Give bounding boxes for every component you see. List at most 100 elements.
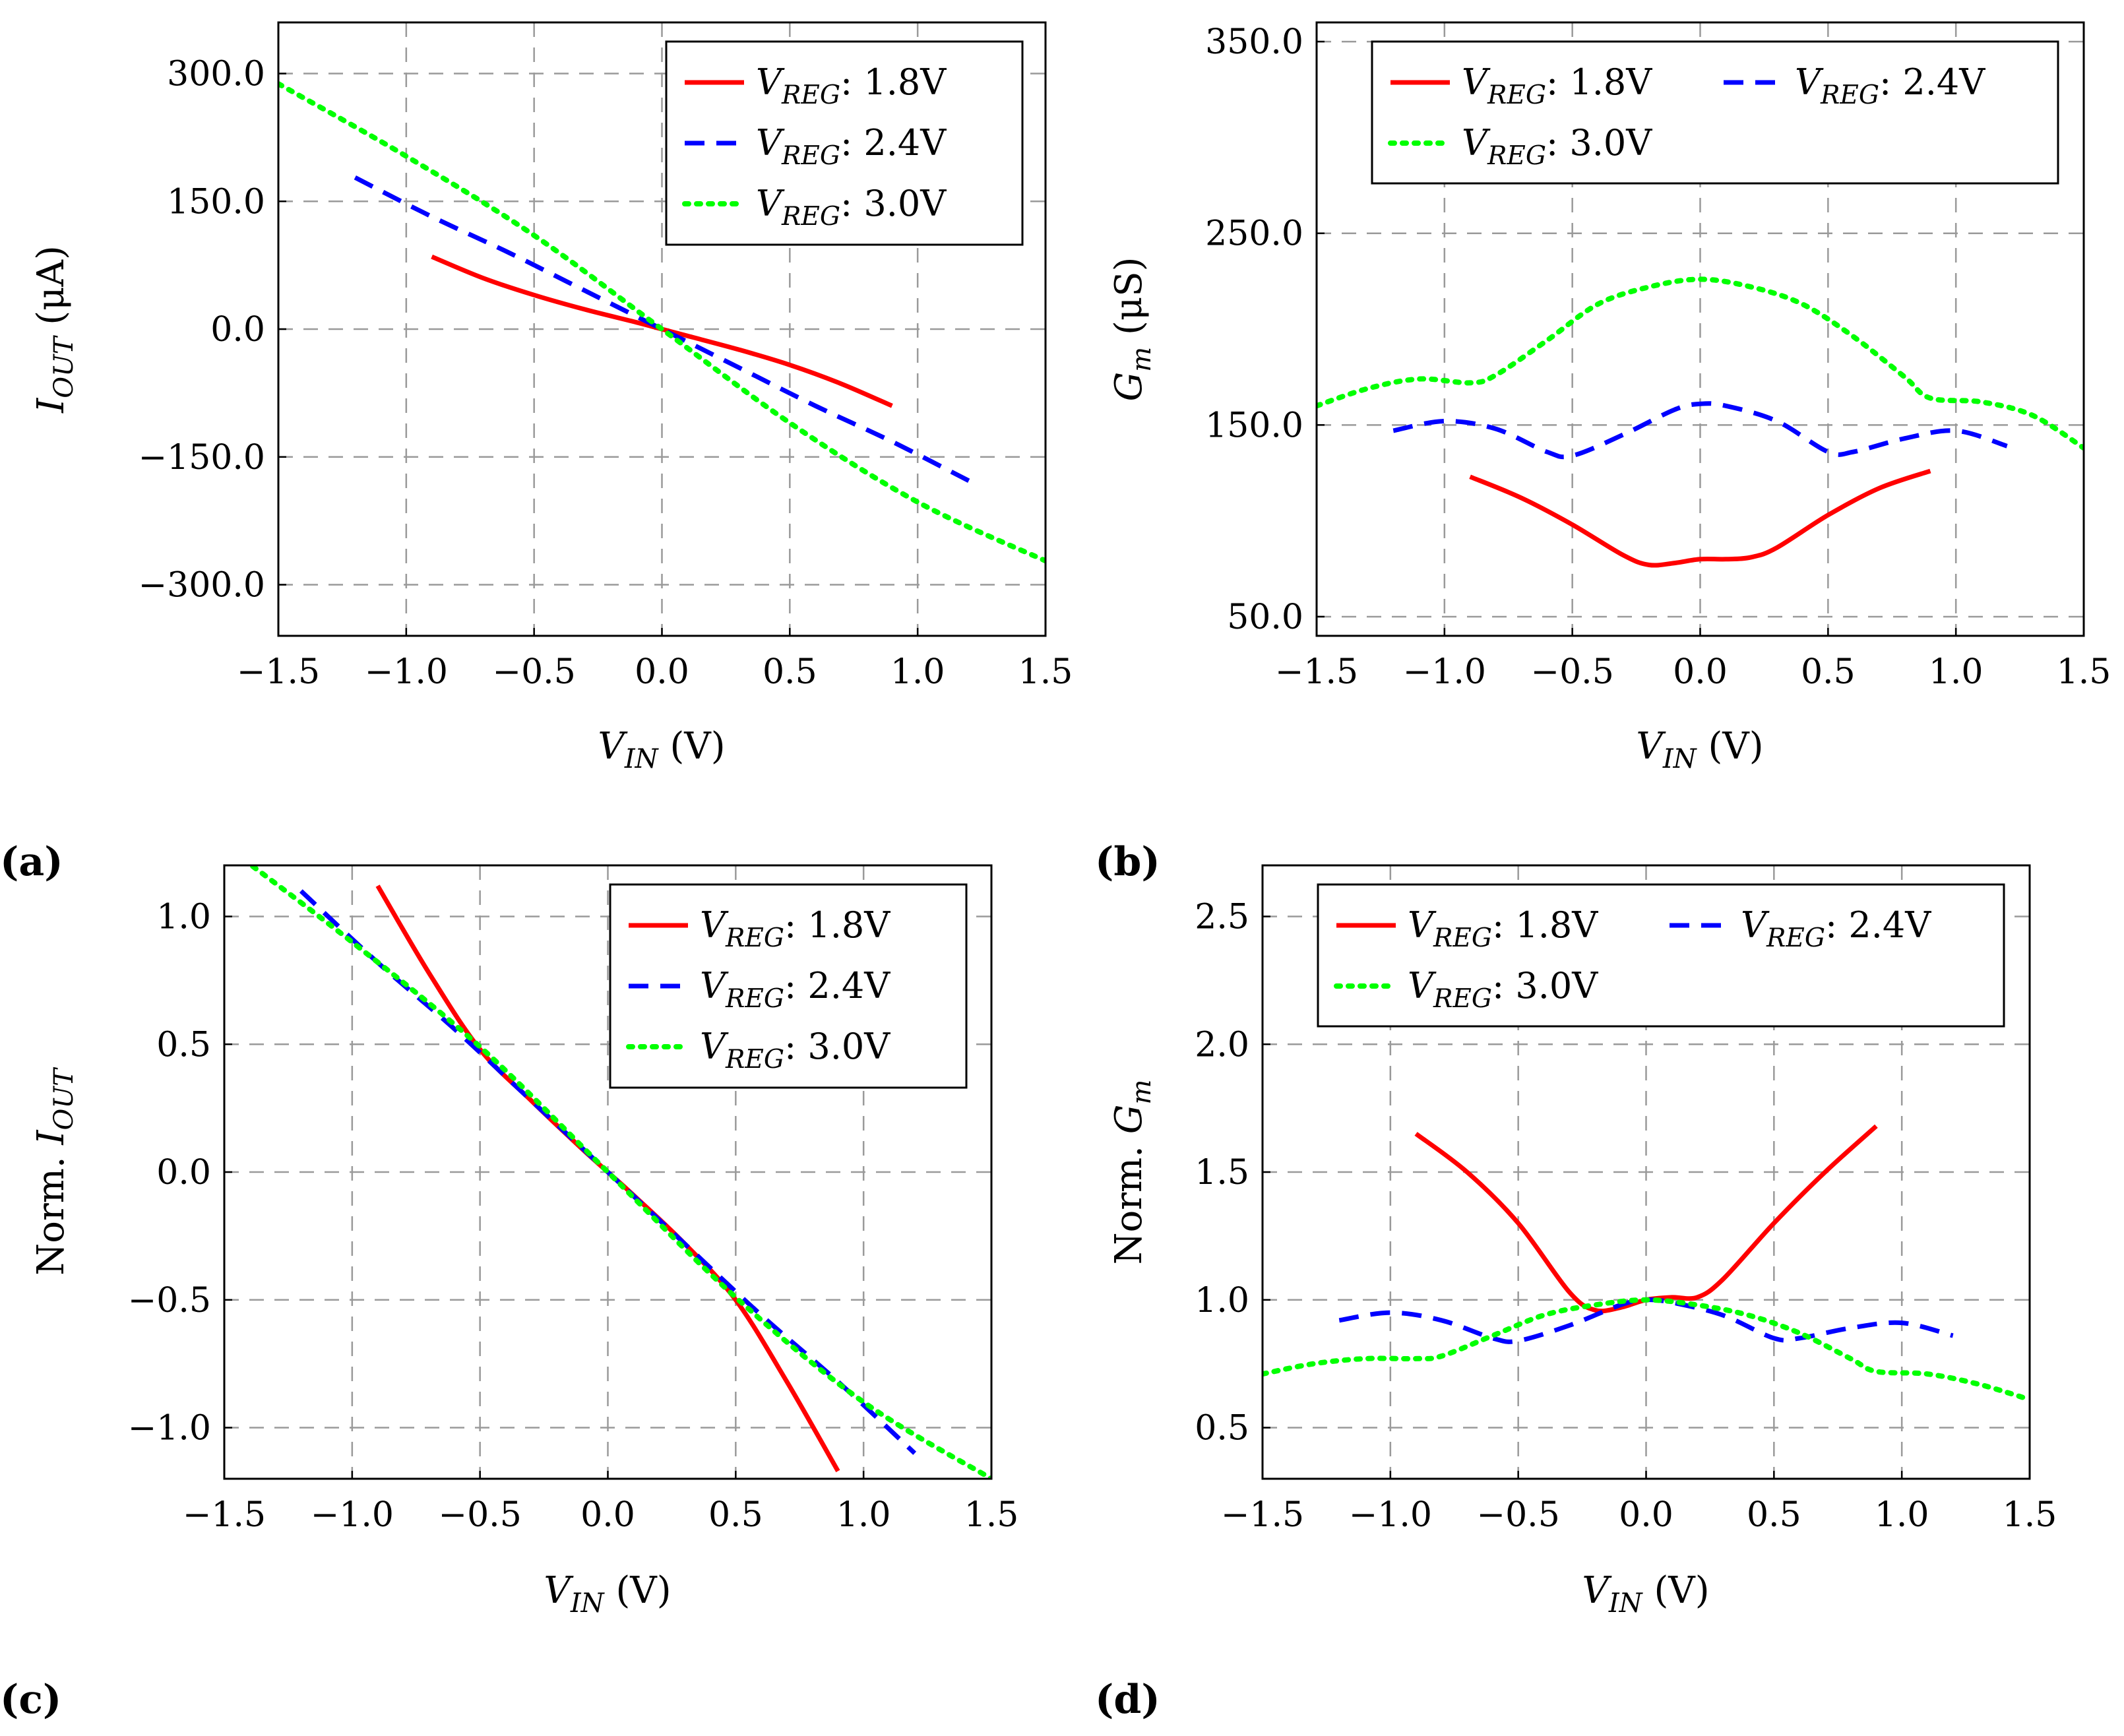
x-tick-label: 0.0 bbox=[580, 1495, 635, 1535]
series-line-3 bbox=[278, 81, 1046, 564]
y-tick-label: 0.5 bbox=[1195, 1409, 1249, 1448]
plot-series bbox=[247, 865, 991, 1479]
y-tick-label: 0.0 bbox=[156, 1153, 211, 1193]
legend-label: VREG: 1.8V bbox=[1408, 904, 1598, 953]
x-tick-label: 1.5 bbox=[2003, 1495, 2057, 1535]
x-tick-label: 1.0 bbox=[1875, 1495, 1929, 1535]
chart-panel-c: −1.5 −1.0 −0.5 0.0 0.5 1.0 1.5 −1.0 −0.5 0.0 0.5 1… bbox=[0, 864, 1018, 1723]
x-tick-label: 0.5 bbox=[1801, 652, 1856, 692]
y-axis-label: Gm (μS) bbox=[1108, 257, 1157, 402]
legend-label: VREG: 2.4V bbox=[1741, 904, 1931, 953]
legend-box bbox=[1317, 883, 2005, 1028]
y-tick-label: 1.0 bbox=[1195, 1281, 1249, 1320]
x-tick-label: 0.0 bbox=[1619, 1495, 1673, 1535]
y-tick-label: 1.5 bbox=[1195, 1153, 1249, 1193]
x-tick-label: −1.5 bbox=[1221, 1495, 1304, 1535]
x-tick-label: 1.0 bbox=[836, 1495, 891, 1535]
plot-series bbox=[278, 81, 1046, 564]
y-tick-label: 350.0 bbox=[1205, 22, 1303, 62]
y-axis-label: IOUT (μA) bbox=[30, 245, 79, 414]
panel-label: (b) bbox=[1095, 839, 1160, 885]
y-tick-label: 0.5 bbox=[156, 1025, 211, 1065]
legend-label: VREG: 1.8V bbox=[756, 61, 947, 110]
legend: VREG: 1.8V VREG: 2.4V VREG: 3.0V bbox=[665, 40, 1024, 246]
y-tick-label: −150.0 bbox=[139, 438, 265, 478]
x-tick-label: 0.5 bbox=[763, 652, 817, 692]
y-tick-label: 150.0 bbox=[1205, 406, 1303, 445]
x-tick-label: −1.0 bbox=[1349, 1495, 1432, 1535]
x-tick-label: −0.5 bbox=[1531, 652, 1614, 692]
legend-label: VREG: 2.4V bbox=[700, 965, 890, 1014]
x-tick-label: 0.0 bbox=[635, 652, 689, 692]
chart-panel-b: −1.5 −1.0 −0.5 0.0 0.5 1.0 1.5 50.0 150.0 250.0 3… bbox=[1095, 21, 2111, 885]
series-line-3 bbox=[247, 865, 991, 1479]
legend-box bbox=[1371, 40, 2059, 185]
x-tick-labels: −1.5 −1.0 −0.5 0.0 0.5 1.0 1.5 bbox=[237, 652, 1073, 692]
x-tick-label: −0.5 bbox=[493, 652, 576, 692]
y-tick-label: −300.0 bbox=[139, 566, 265, 605]
x-tick-label: −1.0 bbox=[311, 1495, 394, 1535]
x-tick-label: 0.5 bbox=[1747, 1495, 1801, 1535]
y-tick-label: 2.5 bbox=[1195, 898, 1249, 937]
panel-label: (a) bbox=[0, 839, 63, 885]
x-tick-label: −1.0 bbox=[1403, 652, 1486, 692]
x-tick-label: 1.0 bbox=[1929, 652, 1983, 692]
plot-frame bbox=[277, 21, 1047, 637]
x-tick-label: −1.5 bbox=[1275, 652, 1358, 692]
plot-series bbox=[1263, 1124, 2030, 1402]
panel-label: (c) bbox=[0, 1677, 61, 1723]
legend-label: VREG: 2.4V bbox=[756, 122, 947, 171]
x-tick-label: 1.5 bbox=[2057, 652, 2111, 692]
y-tick-labels: 0.5 1.0 1.5 2.0 2.5 bbox=[1195, 898, 1249, 1448]
x-axis-label: VIN (V) bbox=[544, 1569, 671, 1619]
x-tick-label: −1.5 bbox=[237, 652, 320, 692]
x-tick-label: −1.0 bbox=[365, 652, 448, 692]
x-tick-label: −0.5 bbox=[1477, 1495, 1560, 1535]
plot-frame bbox=[1261, 864, 2031, 1480]
series-line-3 bbox=[1263, 1297, 2030, 1402]
legend-label: VREG: 3.0V bbox=[1462, 122, 1652, 171]
y-tick-label: 2.0 bbox=[1195, 1025, 1249, 1065]
legend-label: VREG: 3.0V bbox=[1408, 965, 1598, 1014]
y-tick-label: 0.0 bbox=[210, 310, 265, 350]
legend-label: VREG: 1.8V bbox=[700, 904, 890, 953]
series-line-1 bbox=[1469, 468, 1931, 568]
legend: VREG: 1.8V VREG: 2.4V VREG: 3.0V bbox=[609, 883, 968, 1089]
y-axis-label: Norm. IOUT bbox=[30, 1067, 79, 1276]
x-tick-label: 0.5 bbox=[708, 1495, 763, 1535]
series-line-2 bbox=[1392, 401, 2008, 460]
y-tick-label: −0.5 bbox=[128, 1281, 211, 1320]
y-tick-label: 150.0 bbox=[167, 182, 265, 222]
x-axis-label: VIN (V) bbox=[1636, 725, 1763, 774]
legend-label: VREG: 2.4V bbox=[1795, 61, 1985, 110]
x-tick-labels: −1.5 −1.0 −0.5 0.0 0.5 1.0 1.5 bbox=[1221, 1495, 2057, 1535]
plot-frame bbox=[1315, 21, 2085, 637]
legend-label: VREG: 3.0V bbox=[756, 183, 947, 232]
x-tick-label: −0.5 bbox=[439, 1495, 522, 1535]
y-tick-label: 300.0 bbox=[167, 55, 265, 94]
y-tick-labels: −300.0 −150.0 0.0 150.0 300.0 bbox=[139, 55, 265, 605]
y-tick-label: −1.0 bbox=[128, 1409, 211, 1448]
x-tick-label: 1.5 bbox=[1018, 652, 1073, 692]
y-tick-label: 1.0 bbox=[156, 898, 211, 937]
y-tick-labels: −1.0 −0.5 0.0 0.5 1.0 bbox=[128, 898, 211, 1448]
plot-series bbox=[1317, 276, 2084, 568]
x-tick-label: 0.0 bbox=[1673, 652, 1728, 692]
x-axis-label: VIN (V) bbox=[1582, 1569, 1709, 1619]
legend-label: VREG: 1.8V bbox=[1462, 61, 1652, 110]
panel-label: (d) bbox=[1095, 1677, 1160, 1723]
chart-panel-d: −1.5 −1.0 −0.5 0.0 0.5 1.0 1.5 0.5 1.0 1.5 2.0 2.5… bbox=[1095, 864, 2057, 1723]
y-tick-label: 50.0 bbox=[1227, 598, 1303, 637]
series-line-2 bbox=[354, 175, 970, 483]
x-tick-labels: −1.5 −1.0 −0.5 0.0 0.5 1.0 1.5 bbox=[1275, 652, 2111, 692]
x-tick-labels: −1.5 −1.0 −0.5 0.0 0.5 1.0 1.5 bbox=[183, 1495, 1018, 1535]
y-tick-labels: 50.0 150.0 250.0 350.0 bbox=[1205, 22, 1303, 637]
plot-frame bbox=[223, 864, 993, 1480]
x-tick-label: 1.0 bbox=[890, 652, 945, 692]
chart-panel-a: −1.5 −1.0 −0.5 0.0 0.5 1.0 1.5 −300.0 −150.0 0.0… bbox=[0, 21, 1073, 885]
x-tick-label: −1.5 bbox=[183, 1495, 266, 1535]
x-axis-label: VIN (V) bbox=[598, 725, 725, 774]
x-tick-label: 1.5 bbox=[964, 1495, 1019, 1535]
legend: VREG: 1.8V VREG: 2.4V VREG: 3.0V bbox=[1371, 40, 2059, 185]
